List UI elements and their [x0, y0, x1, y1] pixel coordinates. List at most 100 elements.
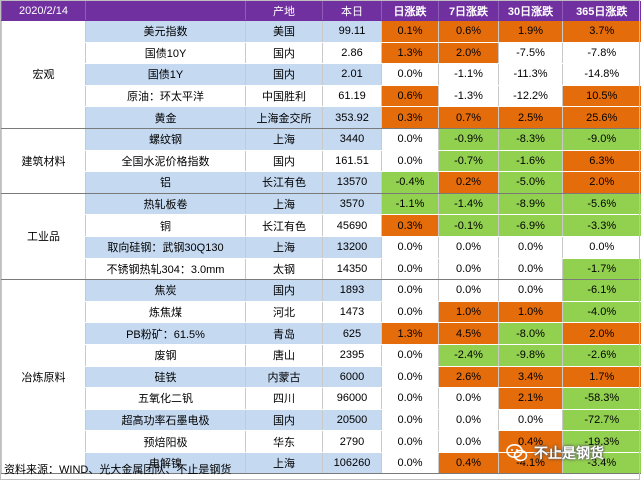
watermark: 不止是钢货: [506, 441, 640, 465]
table-row: 预焙阳极 华东 2790 0.0% 0.0% 0.4% -19.3%: [2, 430, 641, 453]
change-d1: 0.1%: [381, 20, 439, 43]
change-d365: -7.8%: [562, 42, 641, 65]
sector-label: 宏观: [1, 20, 86, 129]
header-blank: [85, 1, 246, 21]
item-origin: 上海: [245, 452, 323, 475]
change-d1: -1.1%: [381, 193, 439, 216]
source-note: 资料来源：WIND、光大金属团队、不止是钢货: [4, 464, 232, 476]
change-d30: 2.1%: [498, 387, 563, 410]
table-row: 工业品 热轧板卷 上海 3570 -1.1% -1.4% -8.9% -5.6%: [1, 193, 641, 281]
item-origin: 四川: [245, 387, 323, 410]
item-value: 3440: [322, 128, 382, 151]
change-d365: 1.7%: [562, 366, 641, 389]
item-name: 铜: [85, 214, 246, 237]
change-d1: 0.0%: [381, 387, 439, 410]
change-d1: 0.0%: [381, 279, 439, 302]
change-d1: 0.6%: [381, 85, 439, 108]
change-d365: -3.3%: [562, 214, 641, 237]
item-value: 2.86: [322, 42, 382, 65]
change-d30: 1.9%: [498, 20, 563, 43]
change-d1: 1.3%: [381, 42, 439, 65]
item-origin: 唐山: [245, 344, 323, 367]
table-row: 黄金 上海金交所 353.92 0.3% 0.7% 2.5% 25.6%: [2, 106, 641, 129]
change-d30: 0.0%: [498, 236, 563, 259]
sector-label: 建筑材料: [1, 128, 86, 194]
item-value: 20500: [322, 409, 382, 432]
change-d7: -0.9%: [438, 128, 499, 151]
item-name: 热轧板卷: [85, 193, 246, 216]
item-name: 铝: [85, 171, 246, 194]
item-name: 硅铁: [85, 366, 246, 389]
change-d7: 0.0%: [438, 387, 499, 410]
table-row: 铝长江有色 13570 -0.4% 0.2% -5.0% 2.0%: [2, 171, 641, 194]
item-origin: 国内: [245, 42, 323, 65]
change-d7: 0.7%: [438, 106, 499, 129]
table-row: 国债10Y 国内 2.86 1.3% 2.0% -7.5% -7.8%: [2, 42, 641, 65]
change-d1: 0.3%: [381, 106, 439, 129]
change-d365: 0.0%: [562, 236, 641, 259]
watermark-text: 不止是钢货: [534, 445, 604, 461]
change-d30: 2.5%: [498, 106, 563, 129]
item-origin: 美国: [245, 20, 323, 43]
table-row: 全国水泥价格指数 国内 161.51 0.0% -0.7% -1.6% 6.3%: [2, 150, 641, 173]
change-d1: -0.4%: [381, 171, 439, 194]
item-origin: 中国胜利: [245, 85, 323, 108]
item-origin: 国内: [245, 409, 323, 432]
header-1d: 日涨跌: [381, 1, 439, 21]
item-name: 原油：环太平洋: [85, 85, 246, 108]
change-d365: 2.0%: [562, 171, 641, 194]
change-d7: -1.1%: [438, 63, 499, 86]
table-row: 宏观 美元指数 美国 99.11 0.1% 0.6% 1.9% 3.7%: [1, 20, 641, 129]
change-d7: 0.6%: [438, 20, 499, 43]
change-d365: -9.0%: [562, 128, 641, 151]
change-d7: -1.4%: [438, 193, 499, 216]
change-d7: 0.4%: [438, 452, 499, 475]
item-origin: 河北: [245, 301, 323, 324]
change-d30: -8.9%: [498, 193, 563, 216]
change-d30: -1.6%: [498, 150, 563, 173]
change-d1: 0.0%: [381, 150, 439, 173]
change-d30: 0.0%: [498, 279, 563, 302]
change-d7: 2.0%: [438, 42, 499, 65]
change-d30: -5.0%: [498, 171, 563, 194]
change-d365: -58.3%: [562, 387, 641, 410]
header-7d: 7日涨跌: [438, 1, 499, 21]
change-d30: 3.4%: [498, 366, 563, 389]
change-d1: 0.0%: [381, 63, 439, 86]
item-value: 353.92: [322, 106, 382, 129]
item-name: 预焙阳极: [85, 430, 246, 453]
item-name: 焦炭: [85, 279, 246, 302]
change-d7: -0.7%: [438, 150, 499, 173]
table-row: 硅铁 内蒙古 6000 0.0% 2.6% 3.4% 1.7%: [2, 366, 641, 389]
item-origin: 上海: [245, 236, 323, 259]
change-d1: 0.0%: [381, 344, 439, 367]
item-value: 161.51: [322, 150, 382, 173]
wechat-icon: [506, 444, 528, 462]
item-value: 13570: [322, 171, 382, 194]
change-d7: 0.0%: [438, 430, 499, 453]
change-d1: 0.0%: [381, 430, 439, 453]
change-d1: 1.3%: [381, 322, 439, 345]
header-origin: 产地: [245, 1, 323, 21]
item-origin: 国内: [245, 150, 323, 173]
change-d30: 0.4%: [498, 430, 563, 453]
item-value: 45690: [322, 214, 382, 237]
table-row: 冶炼原料 焦炭 国内 1893 0.0% 0.0% 0.0% -6.1%: [1, 279, 641, 475]
change-d30: 0.0%: [498, 258, 563, 281]
change-d365: -1.7%: [562, 258, 641, 281]
item-origin: 太钢: [245, 258, 323, 281]
item-name: 超高功率石墨电极: [85, 409, 246, 432]
item-value: 6000: [322, 366, 382, 389]
change-d1: 0.0%: [381, 236, 439, 259]
item-name: 国债1Y: [85, 63, 246, 86]
change-d30: -11.3%: [498, 63, 563, 86]
change-d7: -2.4%: [438, 344, 499, 367]
change-d30: -8.0%: [498, 322, 563, 345]
item-value: 61.19: [322, 85, 382, 108]
change-d7: 0.0%: [438, 409, 499, 432]
table-row: 废钢 唐山 2395 0.0% -2.4% -9.8% -2.6%: [2, 344, 641, 367]
item-origin: 上海: [245, 193, 323, 216]
table-row: 国债1Y 国内 2.01 0.0% -1.1% -11.3% -14.8%: [2, 63, 641, 86]
